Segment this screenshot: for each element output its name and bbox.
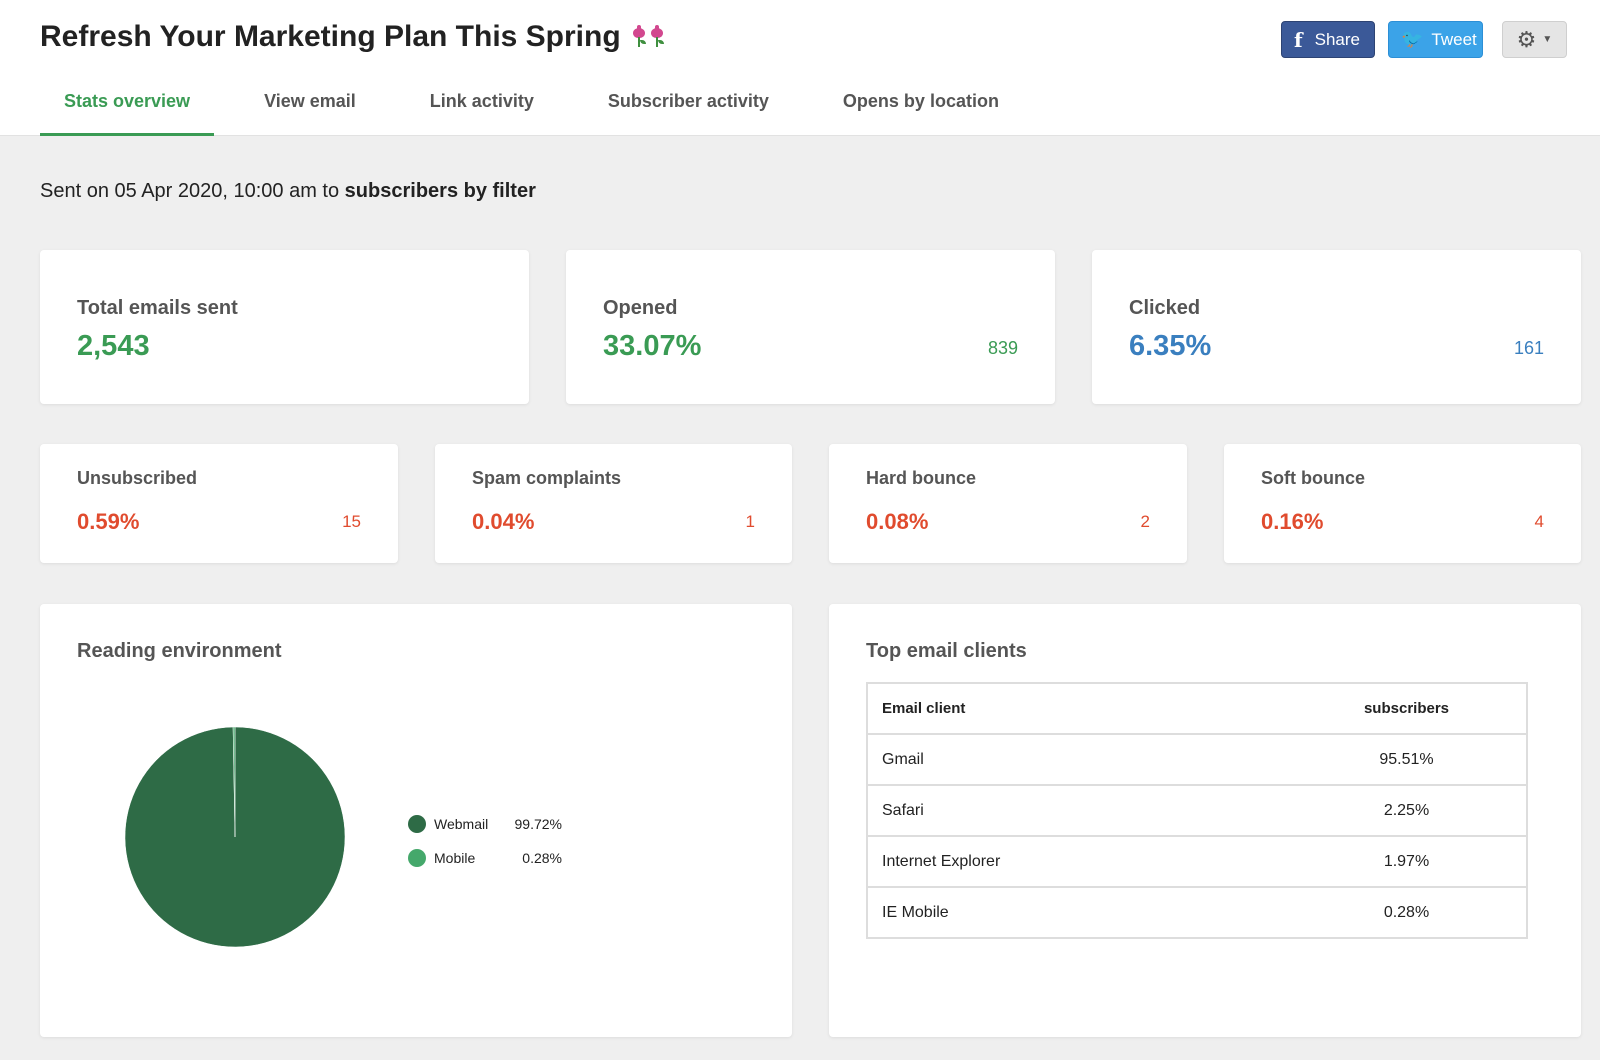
facebook-share-button[interactable]: f Share [1281, 21, 1375, 58]
soft-bounce-count: 4 [1534, 512, 1544, 531]
reading-environment-title: Reading environment [77, 640, 282, 662]
email-clients-table: Email client subscribers Gmail 95.51% Sa… [866, 682, 1528, 939]
sent-info: Sent on 05 Apr 2020, 10:00 am to subscri… [40, 180, 536, 203]
legend-label-mobile: Mobile [434, 850, 476, 866]
total-emails-value: 2,543 [77, 330, 150, 362]
legend-label-webmail: Webmail [434, 816, 489, 832]
hard-bounce-percent: 0.08% [866, 509, 929, 534]
column-header-email-client: Email client [867, 683, 1287, 735]
page-title: Refresh Your Marketing Plan This Spring [40, 20, 665, 54]
spam-percent: 0.04% [472, 509, 535, 534]
hard-bounce-card: Hard bounce 0.08% 2 [829, 444, 1187, 563]
unsubscribed-label: Unsubscribed [77, 468, 198, 488]
client-percent: 2.25% [1287, 785, 1527, 837]
top-bar: Refresh Your Marketing Plan This Spring … [0, 0, 1600, 136]
reading-environment-pie-chart [124, 726, 346, 948]
soft-bounce-percent: 0.16% [1261, 509, 1324, 534]
tulip-icon [631, 25, 665, 48]
column-header-subscribers: subscribers [1287, 683, 1527, 735]
total-emails-card: Total emails sent 2,543 [40, 250, 529, 404]
opened-count: 839 [987, 338, 1018, 358]
pie-slice-mobile [232, 726, 236, 838]
legend-item-webmail: Webmail 99.72% [408, 807, 562, 841]
tab-subscriber-activity[interactable]: Subscriber activity [607, 91, 769, 111]
client-percent: 1.97% [1287, 836, 1527, 888]
tab-view-email[interactable]: View email [264, 91, 356, 111]
facebook-icon: f [1294, 27, 1303, 52]
total-emails-label: Total emails sent [77, 297, 238, 319]
legend-value-mobile: 0.28% [522, 850, 562, 866]
reading-environment-panel: Reading environment Webmail 99.72% Mobil… [40, 604, 792, 1037]
legend-dot-webmail [408, 815, 426, 833]
opened-percent: 33.07% [603, 330, 702, 362]
tab-bar: Stats overview View email Link activity … [40, 76, 1023, 136]
opened-label: Opened [603, 297, 678, 319]
opened-card: Opened 33.07% 839 [566, 250, 1055, 404]
soft-bounce-label: Soft bounce [1261, 468, 1365, 488]
sent-target: subscribers by filter [344, 180, 536, 202]
unsubscribed-percent: 0.59% [77, 509, 140, 534]
clicked-card: Clicked 6.35% 161 [1092, 250, 1581, 404]
tab-stats-overview[interactable]: Stats overview [40, 76, 215, 136]
client-percent: 95.51% [1287, 734, 1527, 786]
client-name: Safari [867, 785, 1287, 837]
spam-label: Spam complaints [472, 468, 622, 488]
hard-bounce-count: 2 [1140, 512, 1150, 531]
legend-dot-mobile [408, 849, 426, 867]
legend-item-mobile: Mobile 0.28% [408, 841, 562, 875]
tab-link-activity[interactable]: Link activity [429, 91, 534, 111]
unsubscribed-count: 15 [342, 512, 361, 531]
sent-prefix: Sent on 05 Apr 2020, 10:00 am to [40, 180, 345, 202]
table-header-row: Email client subscribers [867, 683, 1527, 735]
table-row: Safari 2.25% [867, 785, 1527, 837]
caret-down-icon: ▼ [1542, 34, 1553, 45]
campaign-title: Refresh Your Marketing Plan This Spring [40, 20, 621, 53]
spam-card: Spam complaints 0.04% 1 [435, 444, 792, 563]
table-row: Internet Explorer 1.97% [867, 836, 1527, 888]
table-row: IE Mobile 0.28% [867, 887, 1527, 938]
twitter-tweet-button[interactable]: 🐦 Tweet [1388, 21, 1483, 58]
twitter-icon: 🐦 [1401, 29, 1424, 50]
soft-bounce-card: Soft bounce 0.16% 4 [1224, 444, 1581, 563]
clicked-count: 161 [1513, 338, 1544, 358]
top-email-clients-title: Top email clients [866, 640, 1027, 662]
share-label: Share [1314, 29, 1360, 49]
clicked-percent: 6.35% [1129, 330, 1212, 362]
client-name: Gmail [867, 734, 1287, 786]
settings-dropdown-button[interactable]: ⚙ ▼ [1502, 21, 1567, 58]
spam-count: 1 [745, 512, 755, 531]
tab-opens-by-location[interactable]: Opens by location [842, 91, 999, 111]
table-row: Gmail 95.51% [867, 734, 1527, 786]
legend-value-webmail: 99.72% [514, 816, 562, 832]
client-name: IE Mobile [882, 903, 949, 921]
pie-legend: Webmail 99.72% Mobile 0.28% [408, 807, 562, 875]
hard-bounce-label: Hard bounce [866, 468, 977, 488]
top-email-clients-panel: Top email clients Email client subscribe… [829, 604, 1581, 1037]
gear-icon: ⚙ [1516, 26, 1537, 52]
clicked-label: Clicked [1129, 297, 1201, 319]
tweet-label: Tweet [1431, 29, 1477, 49]
unsubscribed-card: Unsubscribed 0.59% 15 [40, 444, 398, 563]
client-name: Internet Explorer [867, 836, 1287, 888]
client-percent: 0.28% [1383, 903, 1430, 921]
